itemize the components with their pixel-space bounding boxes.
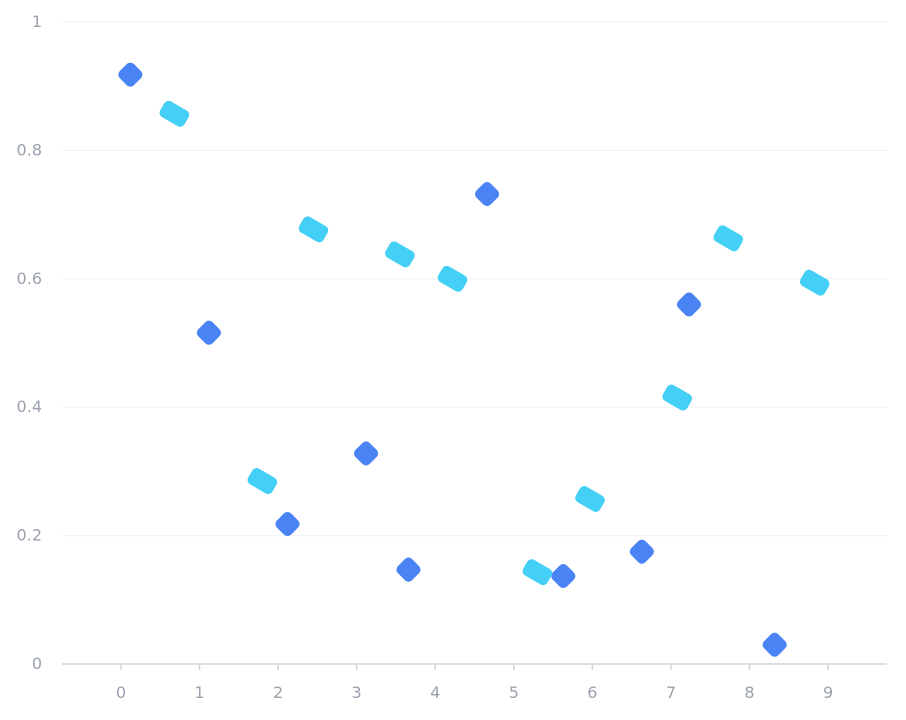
x-tick-label: 1 [194, 683, 204, 702]
scatter-point-s1-p4[interactable] [436, 264, 469, 294]
scatter-point-s1-p9[interactable] [798, 268, 831, 298]
x-tick-label: 5 [509, 683, 519, 702]
y-tick-label: 0 [32, 654, 42, 673]
scatter-point-s0-p5[interactable] [473, 180, 501, 208]
x-tick-label: 7 [666, 683, 676, 702]
scatter-point-s0-p9[interactable] [761, 631, 789, 659]
grid-layer [62, 21, 887, 537]
x-tick-label: 8 [744, 683, 754, 702]
x-tick-label: 9 [823, 683, 833, 702]
scatter-point-s0-p2[interactable] [273, 510, 301, 538]
scatter-point-s1-p5[interactable] [521, 557, 554, 587]
scatter-point-s1-p8[interactable] [712, 224, 745, 254]
scatter-point-s1-p6[interactable] [573, 484, 606, 514]
scatter-point-s1-p7[interactable] [661, 383, 694, 413]
scatter-point-s0-p4[interactable] [394, 555, 422, 583]
y-tick-label: 1 [32, 12, 42, 31]
points-layer [116, 61, 831, 659]
scatter-point-s1-p3[interactable] [383, 240, 416, 270]
x-tick-label: 2 [273, 683, 283, 702]
scatter-point-s1-p1[interactable] [246, 466, 279, 496]
y-tick-label: 0.4 [17, 397, 42, 416]
scatter-point-s0-p6[interactable] [549, 562, 577, 590]
scatter-point-s0-p1[interactable] [195, 319, 223, 347]
scatter-point-s0-p7[interactable] [628, 538, 656, 566]
scatter-point-s0-p0[interactable] [116, 61, 144, 89]
scatter-point-s1-p2[interactable] [297, 215, 330, 245]
y-tick-label: 0.6 [17, 269, 42, 288]
x-tick-label: 6 [587, 683, 597, 702]
scatter-point-s0-p3[interactable] [352, 439, 380, 467]
scatter-point-s0-p8[interactable] [675, 290, 703, 318]
scatter-point-s1-p0[interactable] [158, 99, 191, 129]
axis-layer: 0 0.2 0.4 0.6 0.8 1 0 1 2 3 4 5 6 7 8 9 [17, 12, 887, 702]
y-tick-label: 0.2 [17, 526, 42, 545]
x-tick-label: 0 [116, 683, 126, 702]
y-tick-label: 0.8 [17, 140, 42, 159]
x-tick-label: 3 [352, 683, 362, 702]
x-tick-label: 4 [430, 683, 440, 702]
